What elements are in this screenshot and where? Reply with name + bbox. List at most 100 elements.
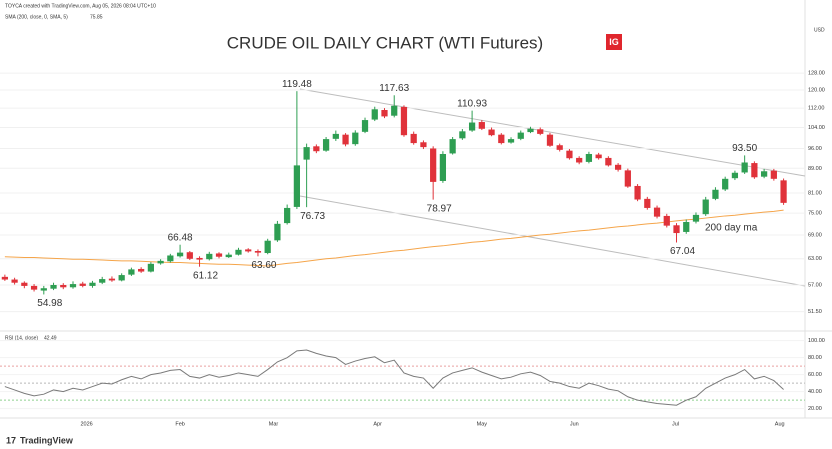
high-label: 66.48 xyxy=(168,232,193,243)
footer-logo: 17 xyxy=(6,435,16,445)
candle-body xyxy=(313,146,320,152)
candle-body xyxy=(741,162,748,173)
candle-body xyxy=(722,178,729,190)
ma-note: 200 day ma xyxy=(705,223,758,234)
candle-body xyxy=(138,268,145,272)
x-tick-label: 2026 xyxy=(81,421,93,427)
y-tick-label: 75.00 xyxy=(808,211,822,217)
rsi-tick-label: 100.00 xyxy=(808,338,825,344)
rsi-tick-label: 40.00 xyxy=(808,389,822,395)
rsi-tick-label: 80.00 xyxy=(808,355,822,361)
candle-body xyxy=(264,240,271,254)
candle-body xyxy=(245,249,252,252)
candle-body xyxy=(342,134,349,145)
candle-body xyxy=(79,283,86,286)
high-label: 119.48 xyxy=(282,79,312,90)
low-label: 61.12 xyxy=(193,270,218,281)
rsi-line xyxy=(4,349,784,406)
candle-body xyxy=(712,189,719,199)
y-tick-label: 51.50 xyxy=(808,309,822,315)
candle-body xyxy=(284,207,291,224)
candle-body xyxy=(653,207,661,217)
candle-body xyxy=(663,215,670,226)
low-label: 78.97 xyxy=(427,203,452,214)
y-tick-label: 96.00 xyxy=(808,146,822,152)
candle-body xyxy=(780,180,787,203)
x-tick-label: Aug xyxy=(775,421,785,427)
candle-body xyxy=(459,131,466,139)
candle-body xyxy=(761,171,768,177)
y-tick-label: 104.00 xyxy=(808,125,825,131)
candle-body xyxy=(206,253,213,260)
candle-body xyxy=(605,157,612,166)
candle-body xyxy=(673,225,680,234)
currency: USD xyxy=(814,27,825,33)
candle-body xyxy=(128,269,135,275)
candle-body xyxy=(50,284,57,289)
candle-body xyxy=(381,109,388,117)
y-tick-label: 69.00 xyxy=(808,232,822,238)
candle-body xyxy=(478,122,485,129)
y-tick-label: 57.00 xyxy=(808,282,822,288)
ma-legend-value: 75.85 xyxy=(90,14,103,20)
rsi-tick-label: 60.00 xyxy=(808,372,822,378)
candle-body xyxy=(430,148,437,182)
low-label: 76.73 xyxy=(300,211,325,222)
logo: IG xyxy=(609,37,619,47)
candle-body xyxy=(303,147,310,160)
high-label: 110.93 xyxy=(457,98,487,109)
y-tick-label: 89.00 xyxy=(808,166,822,172)
candle-body xyxy=(157,260,164,264)
logo-box xyxy=(606,34,622,50)
candle-body xyxy=(254,251,262,253)
candle-body xyxy=(186,252,193,259)
candle-body xyxy=(361,120,369,132)
low-label: 54.98 xyxy=(37,298,62,309)
candle-body xyxy=(585,153,593,162)
high-label: 93.50 xyxy=(732,143,757,154)
candle-body xyxy=(118,275,125,281)
candle-body xyxy=(274,223,281,241)
rsi-tick-label: 20.00 xyxy=(808,406,822,412)
candle-body xyxy=(566,150,573,159)
x-tick-label: May xyxy=(477,421,488,427)
candle-body xyxy=(770,170,777,179)
candle-body xyxy=(147,263,154,272)
candle-body xyxy=(108,278,116,281)
credit: TOYCA created with TradingView.com, Aug … xyxy=(5,3,156,9)
candle-body xyxy=(60,284,67,288)
candle-body xyxy=(595,154,602,159)
trend-channel xyxy=(299,195,806,287)
candle-body xyxy=(332,133,339,139)
candle-body xyxy=(235,249,242,255)
candle-body xyxy=(225,254,232,258)
candle-body xyxy=(488,129,495,136)
candle-body xyxy=(371,109,378,120)
candle-body xyxy=(644,198,651,208)
candle-body xyxy=(293,165,301,207)
candle-body xyxy=(391,105,398,116)
candle-body xyxy=(1,276,8,280)
candle-body xyxy=(410,133,417,144)
candle-body xyxy=(537,129,544,134)
candle-body xyxy=(69,284,77,288)
candle-body xyxy=(449,139,456,154)
candle-body xyxy=(634,185,641,200)
candle-body xyxy=(556,145,563,150)
candle-body xyxy=(420,142,427,148)
x-tick-label: Feb xyxy=(175,421,184,427)
candle-body xyxy=(751,163,758,178)
candle-body xyxy=(517,132,524,139)
candle-body xyxy=(576,157,583,163)
rsi-legend-value: 42.49 xyxy=(44,335,57,341)
rsi-legend: RSI (14, close) xyxy=(5,335,38,341)
candle-body xyxy=(507,139,515,143)
candle-body xyxy=(468,122,476,131)
candle-body xyxy=(624,170,631,187)
high-label: 117.63 xyxy=(379,83,409,94)
candle-body xyxy=(40,288,47,291)
y-tick-label: 81.00 xyxy=(808,190,822,196)
y-tick-label: 112.00 xyxy=(808,106,824,112)
chart-title: CRUDE OIL DAILY CHART (WTI Futures) xyxy=(227,33,543,52)
